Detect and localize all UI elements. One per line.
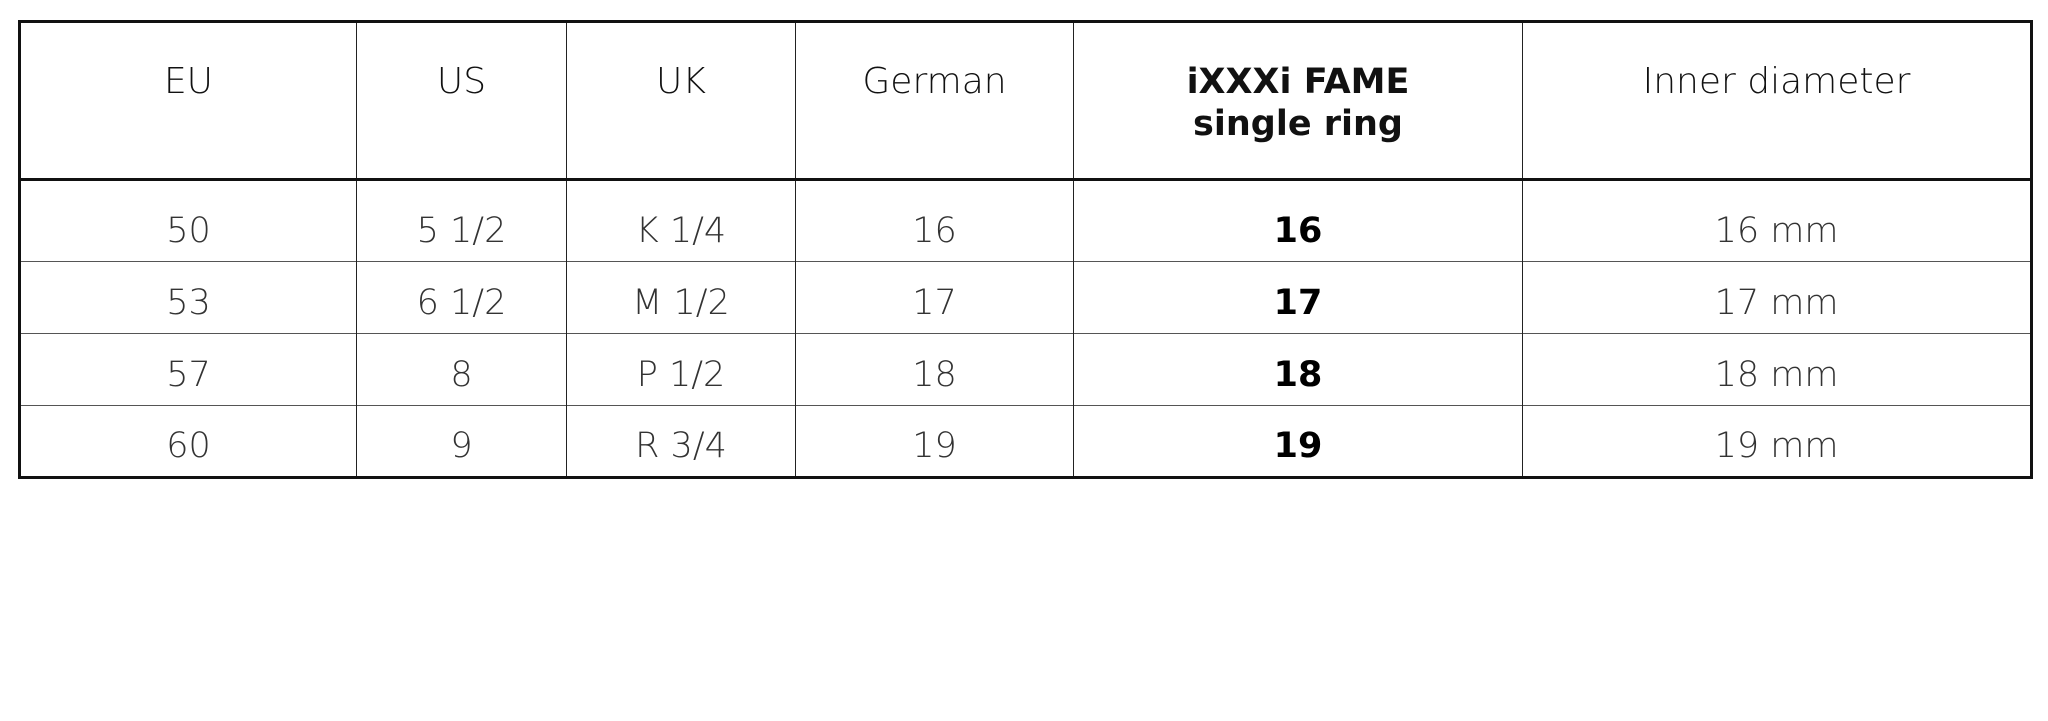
table-row: 60 9 R 3/4 19 19 19 mm xyxy=(19,405,2032,478)
cell-german: 17 xyxy=(795,261,1074,334)
cell-german: 19 xyxy=(795,405,1074,478)
cell-eu: 60 xyxy=(19,405,357,478)
header-fame-line2: single ring xyxy=(1193,104,1403,144)
cell-fame: 18 xyxy=(1073,333,1523,406)
cell-german: 16 xyxy=(795,179,1074,262)
cell-uk: R 3/4 xyxy=(566,405,796,478)
cell-inner-diameter: 17 mm xyxy=(1522,261,2032,334)
header-eu: EU xyxy=(19,21,357,181)
cell-us: 8 xyxy=(356,333,567,406)
cell-fame: 19 xyxy=(1073,405,1523,478)
cell-inner-diameter: 18 mm xyxy=(1522,333,2032,406)
cell-eu: 57 xyxy=(19,333,357,406)
header-us: US xyxy=(356,21,567,181)
table-row: 50 5 1/2 K 1/4 16 16 16 mm xyxy=(20,179,2032,262)
header-fame-line1: iXXXi FAME xyxy=(1186,62,1410,102)
table-row: 53 6 1/2 M 1/2 17 17 17 mm xyxy=(19,261,2032,334)
table-row: 57 8 P 1/2 18 18 18 mm xyxy=(19,333,2032,406)
cell-uk: K 1/4 xyxy=(566,179,796,262)
cell-eu: 53 xyxy=(19,261,357,334)
cell-us: 6 1/2 xyxy=(356,261,567,334)
cell-eu: 50 xyxy=(166,211,211,251)
cell-us: 5 1/2 xyxy=(356,179,567,262)
cell-inner-diameter: 19 mm xyxy=(1522,405,2032,478)
header-fame-single-ring: iXXXi FAME single ring xyxy=(1073,21,1523,181)
header-uk: UK xyxy=(566,21,796,181)
header-row: EU US UK German iXXXi FAME single ring In… xyxy=(19,21,2032,181)
cell-inner-diameter: 16 mm xyxy=(1522,179,2032,262)
ring-size-table: EU US UK German iXXXi FAME single ring In… xyxy=(18,20,2033,479)
header-inner-diameter: Inner diameter xyxy=(1522,21,2032,181)
cell-uk: P 1/2 xyxy=(566,333,796,406)
cell-fame: 17 xyxy=(1073,261,1523,334)
cell-fame: 16 xyxy=(1073,179,1523,262)
header-german: German xyxy=(795,21,1074,181)
cell-us: 9 xyxy=(356,405,567,478)
cell-uk: M 1/2 xyxy=(566,261,796,334)
cell-german: 18 xyxy=(795,333,1074,406)
